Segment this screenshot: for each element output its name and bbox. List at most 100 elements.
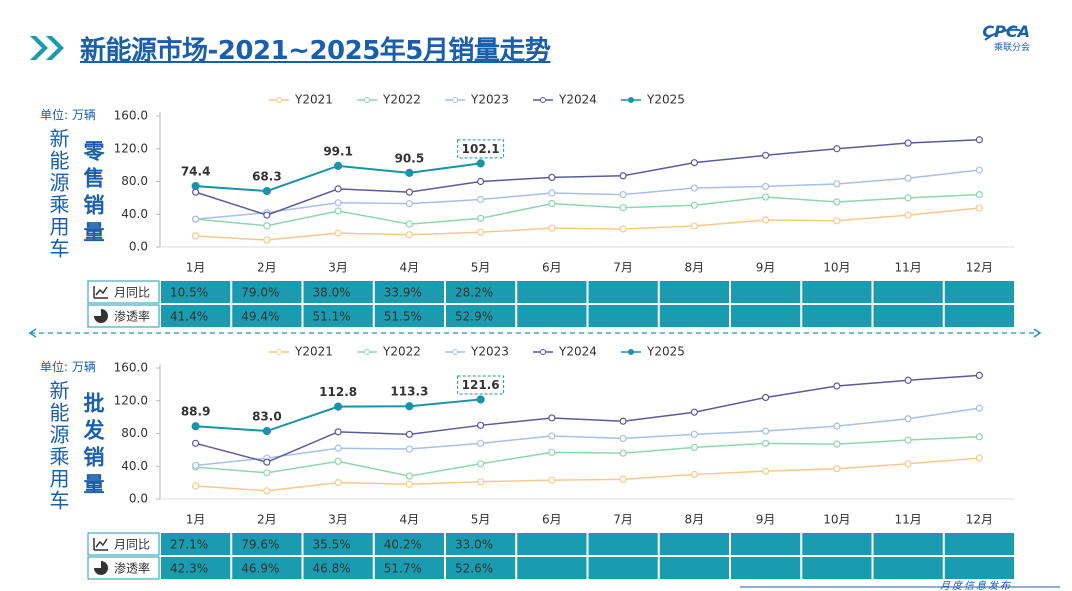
table-cell bbox=[446, 305, 516, 327]
point bbox=[762, 467, 770, 475]
legend-label: Y2023 bbox=[470, 345, 509, 359]
point bbox=[262, 426, 271, 436]
series-line bbox=[195, 436, 980, 477]
point bbox=[833, 382, 841, 390]
legend-marker bbox=[628, 97, 634, 103]
point bbox=[548, 189, 556, 197]
table-cell bbox=[588, 305, 658, 327]
separator-arrow bbox=[28, 328, 37, 338]
x-tick-label: 5月 bbox=[471, 513, 491, 527]
x-tick-label: 4月 bbox=[400, 261, 420, 275]
series-line bbox=[195, 138, 980, 216]
y-tick-label: 160.0 bbox=[114, 109, 148, 123]
point bbox=[975, 404, 983, 412]
x-tick-label: 5月 bbox=[471, 261, 491, 275]
point bbox=[548, 224, 556, 232]
point bbox=[477, 478, 485, 486]
pie-icon bbox=[94, 561, 108, 575]
table-cell-text: 52.9% bbox=[455, 310, 493, 324]
table-cell bbox=[731, 281, 801, 303]
point bbox=[904, 211, 912, 219]
point bbox=[690, 443, 698, 452]
point bbox=[476, 395, 485, 404]
point bbox=[690, 470, 698, 479]
side-label: 新能源乘用车 bbox=[46, 128, 70, 260]
legend-marker bbox=[276, 349, 282, 355]
legend-marker bbox=[364, 349, 370, 355]
point bbox=[405, 168, 414, 178]
x-tick-label: 1月 bbox=[186, 261, 206, 275]
data-label: 68.3 bbox=[252, 170, 282, 184]
y-tick-label: 0.0 bbox=[129, 240, 148, 254]
table-cell bbox=[802, 281, 872, 303]
chevron-icon bbox=[30, 36, 64, 60]
legend-label: Y2025 bbox=[646, 93, 685, 107]
point bbox=[263, 222, 271, 230]
side-label: 新能源乘用车 bbox=[46, 380, 70, 512]
table-cell bbox=[731, 533, 801, 555]
series-line bbox=[195, 457, 980, 492]
x-tick-label: 9月 bbox=[756, 513, 776, 527]
table-cell-text: 28.2% bbox=[455, 286, 493, 300]
series-line bbox=[195, 207, 980, 241]
table-cell-text: 35.5% bbox=[313, 538, 351, 552]
x-tick-label: 4月 bbox=[400, 513, 420, 527]
table-cell bbox=[374, 533, 444, 555]
series-line bbox=[195, 169, 980, 220]
point bbox=[904, 460, 912, 468]
series-line bbox=[195, 193, 980, 227]
table-cell bbox=[731, 305, 801, 327]
point bbox=[334, 185, 342, 193]
legend-label: Y2024 bbox=[558, 345, 597, 359]
table-cell bbox=[303, 305, 373, 327]
table-cell bbox=[161, 305, 231, 327]
point bbox=[263, 469, 271, 477]
table-cell bbox=[232, 533, 302, 555]
point bbox=[833, 465, 841, 473]
legend-marker bbox=[276, 97, 282, 103]
point bbox=[263, 487, 271, 495]
point bbox=[477, 421, 485, 429]
point bbox=[405, 480, 413, 488]
x-tick-label: 8月 bbox=[685, 261, 705, 275]
point bbox=[334, 428, 342, 436]
table-cell bbox=[802, 305, 872, 327]
point bbox=[975, 191, 983, 199]
table-cell-text: 46.9% bbox=[241, 562, 279, 576]
table-cell-text: 33.9% bbox=[384, 286, 422, 300]
y-tick-label: 120.0 bbox=[114, 141, 148, 155]
table-label-cell bbox=[87, 304, 160, 328]
table-cell bbox=[517, 305, 587, 327]
legend-label: Y2023 bbox=[470, 93, 509, 107]
point bbox=[405, 472, 413, 480]
x-tick-label: 12月 bbox=[966, 261, 993, 275]
table-cell-text: 42.3% bbox=[170, 562, 208, 576]
legend-label: Y2021 bbox=[294, 345, 333, 359]
legend-marker bbox=[628, 349, 634, 355]
point bbox=[334, 207, 342, 215]
table-cell bbox=[588, 281, 658, 303]
point bbox=[975, 433, 983, 441]
x-tick-label: 1月 bbox=[186, 513, 206, 527]
point bbox=[619, 417, 627, 425]
x-tick-label: 10月 bbox=[823, 261, 850, 275]
point bbox=[477, 460, 485, 468]
point bbox=[334, 229, 342, 237]
table-cell bbox=[161, 281, 231, 303]
point bbox=[619, 191, 627, 199]
point bbox=[334, 161, 343, 170]
logo: CPCA bbox=[982, 22, 1030, 41]
point bbox=[619, 434, 627, 443]
table-cell-text: 40.2% bbox=[384, 538, 422, 552]
point bbox=[548, 414, 556, 422]
point bbox=[762, 151, 770, 159]
point bbox=[405, 430, 413, 438]
table-cell bbox=[731, 557, 801, 579]
x-tick-label: 6月 bbox=[542, 513, 562, 527]
series-line bbox=[195, 407, 980, 467]
point bbox=[975, 204, 983, 212]
legend-marker bbox=[364, 97, 370, 103]
legend-marker bbox=[540, 349, 546, 355]
point bbox=[405, 231, 413, 239]
point bbox=[334, 199, 342, 207]
